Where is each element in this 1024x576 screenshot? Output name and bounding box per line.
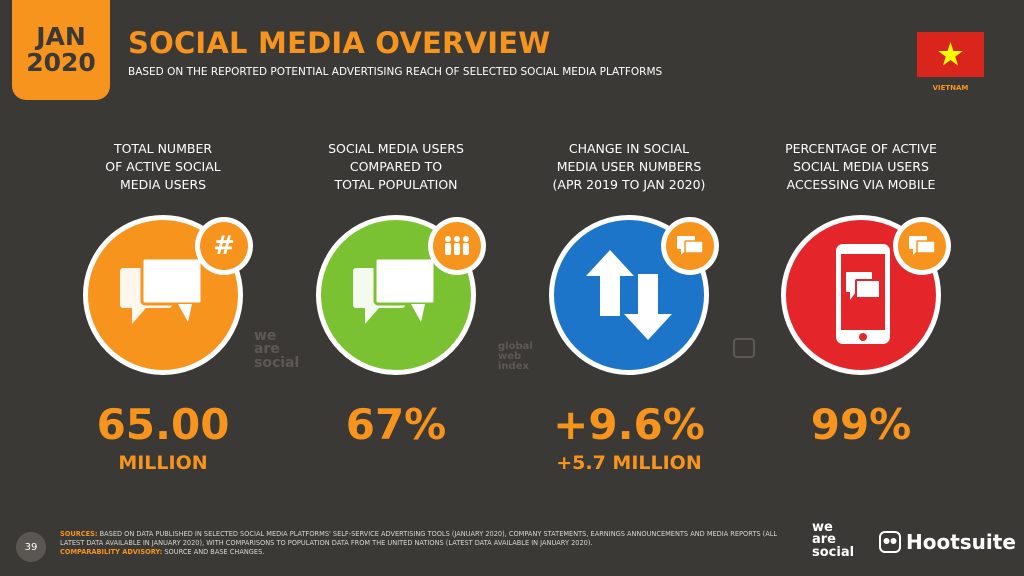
chat-bubbles-icon: [353, 256, 437, 324]
metric-value: 67%: [345, 400, 447, 449]
sources-label: SOURCES:: [60, 530, 98, 538]
badge: #: [195, 217, 253, 275]
chat-icon: [898, 222, 946, 270]
chat-bubbles-icon: [120, 256, 204, 324]
chat-icon: [666, 222, 714, 270]
metric-label: PERCENTAGE OF ACTIVE SOCIAL MEDIA USERS …: [785, 141, 937, 193]
vietnam-flag-icon: [917, 32, 984, 77]
page-subtitle: BASED ON THE REPORTED POTENTIAL ADVERTIS…: [128, 66, 663, 78]
page-title: SOCIAL MEDIA OVERVIEW: [128, 26, 551, 60]
metric-label: CHANGE IN SOCIAL MEDIA USER NUMBERS (APR…: [552, 141, 706, 193]
hootsuite-owl-watermark-icon: [733, 338, 755, 358]
up-down-arrows-icon: [586, 250, 672, 340]
metric-sub: +5.7 MILLION: [556, 452, 702, 474]
metric-sub: MILLION: [118, 452, 208, 474]
hootsuite-wordmark: Hootsuite: [906, 530, 1016, 554]
mobile-phone-icon: [836, 244, 890, 344]
people-icon: [433, 222, 481, 270]
hashtag-icon: #: [200, 222, 248, 270]
country-label: VIETNAM: [932, 84, 969, 92]
global-web-index-watermark: global web index: [498, 341, 533, 372]
advisory-text: SOURCE AND BASE CHANGES.: [164, 548, 265, 557]
advisory-label: COMPARABILITY ADVISORY:: [60, 548, 163, 557]
metric-circle: #: [83, 215, 253, 375]
hootsuite-logo: Hootsuite: [878, 530, 1016, 554]
metric-value: +9.6%: [553, 400, 705, 449]
metric-card-change: CHANGE IN SOCIAL MEDIA USER NUMBERS (APR…: [514, 140, 744, 198]
date-month: JAN: [36, 21, 86, 51]
date-year: 2020: [26, 48, 96, 77]
we-are-social-watermark: we are social: [254, 328, 300, 371]
metric-circle: [316, 215, 486, 375]
badge: [661, 217, 719, 275]
metric-circle: [549, 215, 719, 375]
badge: [893, 217, 951, 275]
metric-card-total-users: TOTAL NUMBER OF ACTIVE SOCIAL MEDIA USER…: [48, 140, 278, 198]
metric-circle: [781, 215, 951, 375]
metric-card-users-vs-population: SOCIAL MEDIA USERS COMPARED TO TOTAL POP…: [281, 140, 511, 198]
sources-text: BASED ON DATA PUBLISHED IN SELECTED SOCI…: [60, 530, 778, 548]
we-are-social-logo: we are social: [812, 520, 855, 560]
metric-label: SOCIAL MEDIA USERS COMPARED TO TOTAL POP…: [328, 141, 464, 193]
owl-icon: [879, 531, 901, 553]
metric-value: 99%: [810, 400, 912, 449]
badge: [428, 217, 486, 275]
page-number: 39: [16, 532, 46, 562]
metric-card-mobile: PERCENTAGE OF ACTIVE SOCIAL MEDIA USERS …: [746, 140, 976, 198]
metric-value: 65.00: [96, 400, 230, 449]
sources-note: SOURCES: BASED ON DATA PUBLISHED IN SELE…: [60, 530, 800, 558]
metric-label: TOTAL NUMBER OF ACTIVE SOCIAL MEDIA USER…: [105, 141, 221, 193]
date-badge: JAN 2020: [12, 0, 110, 100]
